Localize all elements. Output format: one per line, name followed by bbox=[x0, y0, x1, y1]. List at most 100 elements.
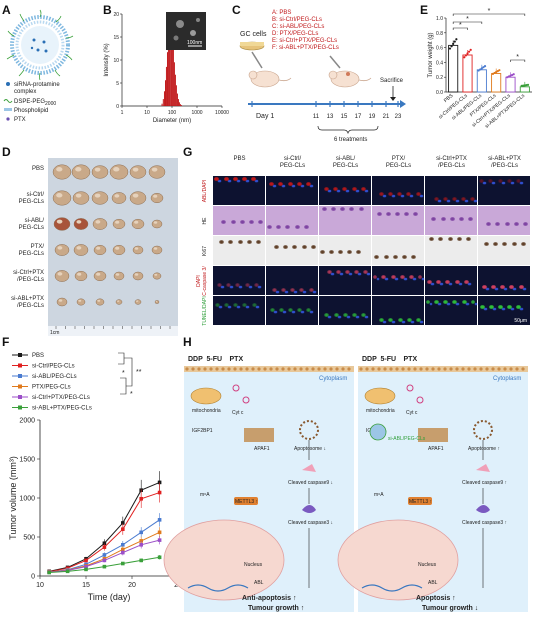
h-lipid-head bbox=[305, 367, 309, 371]
ruler-label: 1cm bbox=[50, 330, 59, 336]
tumor bbox=[74, 270, 88, 282]
g-column-label: si-ABL+PTX bbox=[488, 156, 521, 162]
h-lipid-head bbox=[509, 367, 513, 371]
g-cell bbox=[297, 308, 301, 312]
g-cell bbox=[401, 275, 405, 279]
g-cell bbox=[469, 217, 473, 221]
g-cell bbox=[494, 242, 498, 246]
g-cell bbox=[306, 308, 310, 312]
h-lipid-head bbox=[407, 367, 411, 371]
f-legend-marker bbox=[18, 363, 22, 368]
tumor-highlight bbox=[75, 167, 82, 172]
h-igf-label: IGF2BP1 bbox=[192, 428, 213, 434]
h-nucleus-label: Nucleus bbox=[418, 562, 437, 568]
tumor bbox=[111, 192, 127, 204]
g-cell bbox=[337, 270, 341, 274]
g-nucleus bbox=[285, 290, 289, 294]
h-cytc-label: Cyt c bbox=[406, 410, 418, 416]
g-image-tile bbox=[266, 206, 318, 235]
legend-phospholipid-label: Phospholipid bbox=[14, 108, 48, 114]
g-nucleus bbox=[228, 305, 232, 309]
g-image-tile bbox=[319, 296, 371, 325]
e-sig-star: * bbox=[459, 22, 462, 29]
e-point bbox=[453, 40, 456, 43]
h-lipid-head bbox=[443, 367, 447, 371]
legend-ptx-label: PTX bbox=[14, 117, 26, 123]
b-y-tick-label: 5 bbox=[116, 81, 119, 87]
g-nucleus bbox=[474, 302, 478, 306]
tumor-highlight bbox=[153, 194, 158, 198]
g-nucleus bbox=[520, 307, 524, 311]
g-nucleus bbox=[258, 285, 262, 289]
tumor-row-label: si-Ctrl/ bbox=[27, 192, 45, 198]
liposome-illustration bbox=[6, 9, 74, 81]
g-cell bbox=[225, 303, 229, 307]
h-lipid-head bbox=[281, 367, 285, 371]
tumor bbox=[113, 271, 125, 281]
g-cell bbox=[414, 212, 418, 216]
h-outcome-1: Apoptosis ↑ bbox=[416, 595, 456, 602]
g-cell bbox=[428, 280, 432, 284]
g-cell bbox=[463, 300, 467, 304]
g-image-tile bbox=[372, 176, 424, 205]
g-nucleus bbox=[246, 305, 250, 309]
panel-a-legend: siRNA-protamine complex DSPE-PEG2000 Pho… bbox=[3, 82, 60, 123]
g-nucleus bbox=[431, 282, 435, 286]
group-item: B: si-Ctrl/PEG-CLs bbox=[272, 17, 322, 23]
g-nucleus bbox=[292, 310, 296, 314]
h-lipid-head bbox=[383, 367, 387, 371]
g-nucleus bbox=[449, 282, 453, 286]
h-lipid-head bbox=[515, 367, 519, 371]
g-cell bbox=[465, 280, 469, 284]
h-lipid-head bbox=[317, 367, 321, 371]
h-cytc-icon bbox=[232, 384, 240, 392]
b-bar bbox=[166, 52, 168, 106]
tumor-highlight bbox=[94, 167, 101, 172]
g-cell bbox=[252, 177, 256, 181]
g-image-tile bbox=[319, 206, 371, 235]
g-cell bbox=[252, 303, 256, 307]
g-cell bbox=[289, 182, 293, 186]
g-image-tile bbox=[319, 236, 371, 265]
h-lipid-head bbox=[479, 367, 483, 371]
g-nucleus bbox=[237, 305, 241, 309]
g-nucleus bbox=[301, 310, 305, 314]
treatment-brace bbox=[317, 125, 379, 135]
g-nucleus bbox=[273, 184, 277, 188]
g-nucleus bbox=[413, 277, 417, 281]
tumor-highlight bbox=[151, 167, 158, 172]
h-lipid-head bbox=[335, 367, 339, 371]
b-y-tick-label: 20 bbox=[113, 12, 119, 18]
h-lipid-head bbox=[497, 367, 501, 371]
g-cell bbox=[284, 245, 288, 249]
h-mito-label: mitochondria bbox=[192, 408, 221, 414]
g-nucleus bbox=[438, 302, 442, 306]
b-bar bbox=[165, 80, 166, 106]
tumor-highlight bbox=[76, 220, 82, 224]
g-cell bbox=[309, 288, 313, 292]
g-cell bbox=[236, 283, 240, 287]
e-point bbox=[512, 73, 515, 76]
h-lipid-head bbox=[413, 367, 417, 371]
e-point bbox=[469, 48, 472, 51]
day-label: 17 bbox=[355, 114, 362, 120]
g-cell bbox=[392, 275, 396, 279]
g-nucleus bbox=[340, 272, 344, 276]
g-image-tile bbox=[266, 236, 318, 265]
g-nucleus bbox=[337, 189, 341, 193]
h-mito-label: mitochondria bbox=[366, 408, 395, 414]
tumor-highlight bbox=[132, 193, 139, 198]
g-cell bbox=[426, 300, 430, 304]
e-point bbox=[498, 69, 501, 72]
tumor-weight-chart: 0.00.20.40.60.81.0PBSsi-Ctrl/PEG-CLssi-A… bbox=[428, 8, 532, 130]
h-cytc-icon bbox=[416, 396, 424, 404]
g-cell bbox=[259, 220, 263, 224]
g-cell bbox=[282, 288, 286, 292]
g-cell bbox=[344, 313, 348, 317]
f-y-tick-label: 0 bbox=[31, 574, 35, 581]
g-cell bbox=[510, 285, 514, 289]
legend-sirna-label: siRNA-protamine bbox=[14, 82, 60, 88]
g-row-label: HE bbox=[202, 217, 208, 225]
tumor-row-label-2: PEG-CLs bbox=[19, 225, 44, 231]
